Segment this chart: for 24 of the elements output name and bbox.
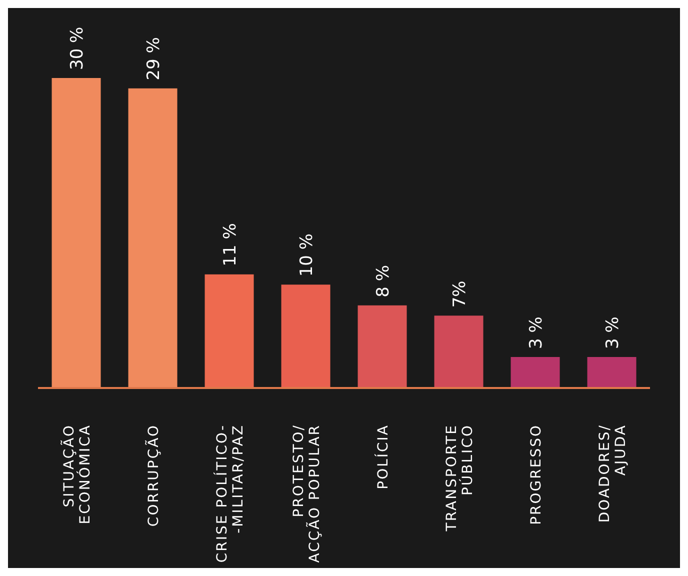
x-tick-label: CORRUPÇÃO	[144, 424, 162, 527]
bar	[510, 357, 560, 388]
data-label: 8 %	[373, 264, 394, 298]
data-label: 7%	[450, 280, 470, 308]
data-label: 3 %	[602, 316, 623, 349]
bar	[434, 316, 484, 388]
x-tick-label: DOADORES/ AJUDA	[596, 424, 629, 523]
data-label: 11 %	[220, 223, 240, 266]
bar	[358, 305, 407, 388]
data-label: 29 %	[144, 37, 164, 80]
x-tick-label: SITUAÇÃO ECONÓMICA	[60, 424, 94, 524]
x-tick-label: POLÍCIA	[374, 424, 392, 490]
x-tick-label: TRANSPORTE PÚBLICO	[444, 424, 476, 532]
data-label: 10 %	[296, 233, 317, 277]
bar	[128, 88, 178, 388]
x-tick-label: CRISE POLÍTICO- -MILITAR/PAZ	[213, 424, 246, 563]
bar	[587, 357, 636, 388]
bar	[204, 274, 254, 388]
data-label: 3 %	[526, 316, 546, 349]
x-tick-label: PROTESTO/ ACÇÃO POPULAR	[290, 424, 323, 563]
bar	[281, 284, 330, 388]
x-tick-label: PROGRESSO	[528, 424, 544, 525]
bar	[52, 78, 101, 388]
data-label: 30 %	[67, 26, 88, 70]
